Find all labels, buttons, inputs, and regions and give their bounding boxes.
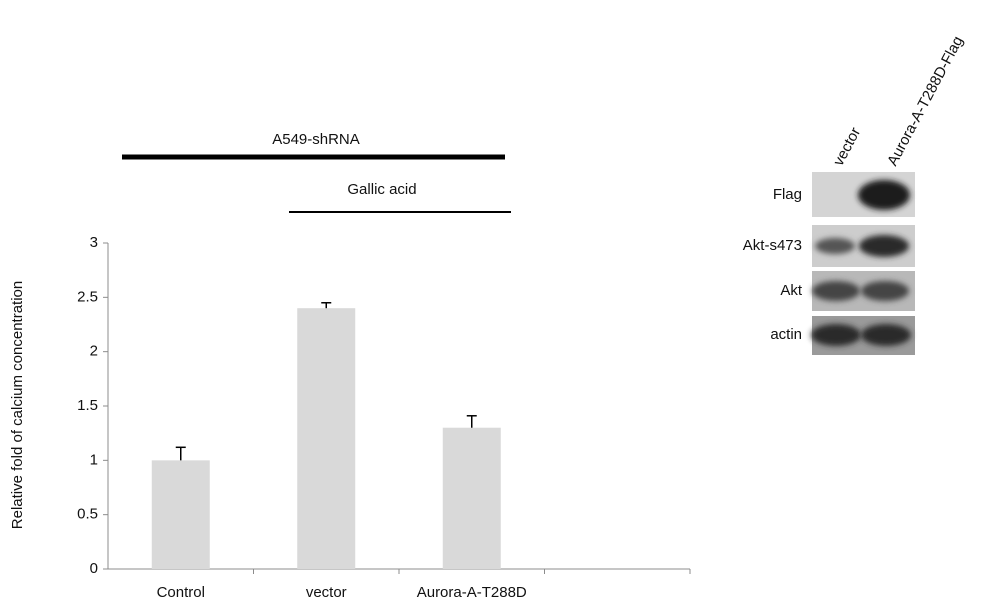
x-tick-label: vector (306, 584, 347, 601)
bar (297, 308, 355, 569)
y-tick-label: 1 (90, 451, 98, 468)
row-label: actin (770, 326, 802, 343)
annotation: A549-shRNA (272, 131, 360, 148)
band (861, 281, 909, 301)
y-tick-label: 0.5 (77, 506, 98, 523)
band (811, 324, 861, 346)
band (815, 238, 855, 254)
y-tick-label: 0 (90, 560, 98, 577)
error-bar (467, 416, 477, 428)
row-label: Flag (773, 186, 802, 203)
y-tick-label: 1.5 (77, 397, 98, 414)
error-bar (321, 303, 331, 308)
western-blot: vector Aurora-A-T288D-Flag Flag Akt-s473… (743, 33, 967, 355)
x-tick-label: Aurora-A-T288D (417, 584, 527, 601)
y-tick-label: 3 (90, 234, 98, 251)
error-bar (176, 447, 186, 460)
row-label: Akt-s473 (743, 237, 802, 254)
lane-label: Aurora-A-T288D-Flag (884, 33, 967, 168)
y-tick-label: 2 (90, 343, 98, 360)
bar (152, 460, 210, 569)
y-axis-label: Relative fold of calcium concentration (9, 281, 26, 529)
band (858, 180, 910, 210)
lane-label: vector (830, 125, 864, 169)
annotation: Gallic acid (347, 181, 416, 198)
row-label: Akt (780, 282, 803, 299)
band (859, 235, 909, 257)
figure: Relative fold of calcium concentration A… (0, 0, 992, 606)
bar (443, 428, 501, 569)
band (861, 324, 911, 346)
x-tick-label: Control (157, 584, 205, 601)
y-tick-label: 2.5 (77, 288, 98, 305)
band (812, 281, 860, 301)
